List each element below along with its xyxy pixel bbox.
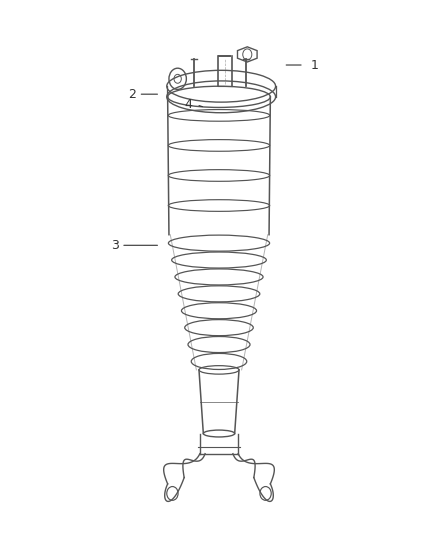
- Text: 3: 3: [111, 239, 119, 252]
- Text: 2: 2: [128, 87, 136, 101]
- Text: 1: 1: [311, 59, 319, 71]
- Text: 4: 4: [184, 98, 192, 111]
